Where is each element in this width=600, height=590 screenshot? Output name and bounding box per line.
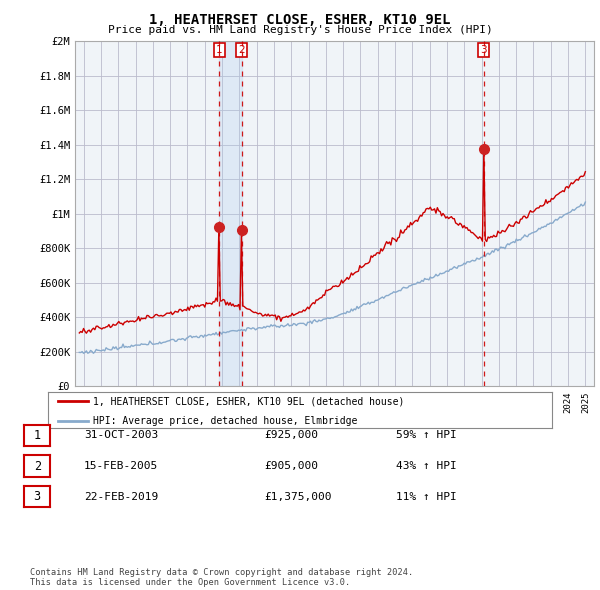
Text: 59% ↑ HPI: 59% ↑ HPI (396, 431, 457, 440)
Text: 3: 3 (481, 45, 487, 55)
Text: £1,375,000: £1,375,000 (264, 492, 331, 502)
Text: £925,000: £925,000 (264, 431, 318, 440)
Text: Price paid vs. HM Land Registry's House Price Index (HPI): Price paid vs. HM Land Registry's House … (107, 25, 493, 35)
Text: 2: 2 (238, 45, 245, 55)
Text: Contains HM Land Registry data © Crown copyright and database right 2024.
This d: Contains HM Land Registry data © Crown c… (30, 568, 413, 587)
Text: 15-FEB-2005: 15-FEB-2005 (84, 461, 158, 471)
Text: 43% ↑ HPI: 43% ↑ HPI (396, 461, 457, 471)
Text: 31-OCT-2003: 31-OCT-2003 (84, 431, 158, 440)
Text: 2: 2 (34, 460, 41, 473)
Bar (219, 41, 242, 386)
Text: HPI: Average price, detached house, Elmbridge: HPI: Average price, detached house, Elmb… (94, 416, 358, 425)
Text: 1: 1 (34, 429, 41, 442)
Text: £905,000: £905,000 (264, 461, 318, 471)
Text: 1, HEATHERSET CLOSE, ESHER, KT10 9EL (detached house): 1, HEATHERSET CLOSE, ESHER, KT10 9EL (de… (94, 396, 405, 406)
Text: 22-FEB-2019: 22-FEB-2019 (84, 492, 158, 502)
Text: 1, HEATHERSET CLOSE, ESHER, KT10 9EL: 1, HEATHERSET CLOSE, ESHER, KT10 9EL (149, 13, 451, 27)
Text: 11% ↑ HPI: 11% ↑ HPI (396, 492, 457, 502)
Text: 1: 1 (216, 45, 223, 55)
Text: 3: 3 (34, 490, 41, 503)
